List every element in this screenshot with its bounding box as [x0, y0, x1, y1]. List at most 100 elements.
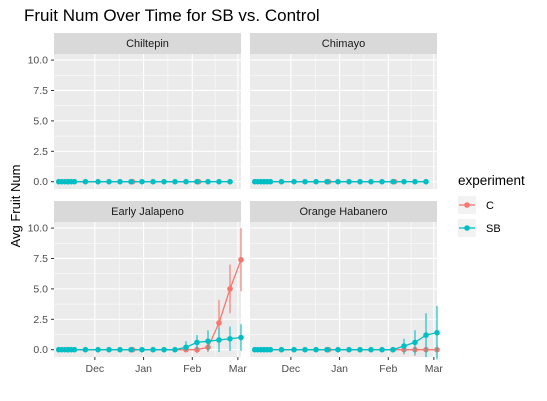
data-point — [368, 178, 374, 185]
data-point — [106, 346, 112, 353]
chart-title: Fruit Num Over Time for SB vs. Control — [24, 6, 320, 25]
data-point — [194, 178, 200, 185]
data-point — [357, 346, 363, 353]
y-tick-label: 10.0 — [28, 55, 49, 67]
data-point — [291, 178, 297, 185]
legend: experiment C SB — [458, 173, 525, 237]
panels: Chiltepin 0.0 2.5 5.0 7.5 10.0 Chimayo Early Ja… — [28, 33, 443, 375]
y-tick-label: 0.0 — [33, 176, 48, 188]
data-point — [346, 346, 352, 353]
data-point — [390, 178, 396, 185]
data-point — [117, 178, 123, 185]
y-tick-label: 7.5 — [33, 253, 48, 265]
strip-chiltepin — [54, 33, 241, 54]
data-point — [216, 178, 222, 185]
data-point — [139, 346, 145, 353]
series-sb — [251, 305, 440, 360]
data-point — [238, 334, 244, 341]
data-point — [278, 346, 285, 353]
x-tick-label: Dec — [86, 363, 105, 375]
data-point — [313, 346, 319, 353]
data-point — [183, 178, 189, 185]
data-point — [313, 178, 319, 185]
legend-item-sb: SB — [458, 219, 501, 237]
x-tick-label: Jan — [135, 363, 152, 375]
y-tick-label: 2.5 — [33, 146, 48, 158]
data-point — [82, 178, 89, 185]
data-point — [335, 178, 341, 185]
data-point — [71, 346, 78, 353]
y-tick-label: 5.0 — [33, 283, 48, 295]
strip-orange-habanero — [250, 201, 437, 222]
data-point — [128, 346, 134, 353]
series-sb — [251, 178, 429, 185]
legend-key-point — [464, 202, 470, 208]
data-point — [379, 346, 385, 353]
data-point — [161, 178, 167, 185]
series-sb — [55, 324, 244, 353]
strip-label: Early Jalapeno — [111, 206, 184, 218]
x-tick-label: Feb — [379, 363, 397, 375]
data-point — [117, 346, 123, 353]
data-point — [423, 332, 429, 338]
y-tick-label: 10.0 — [28, 223, 49, 235]
x-tick-label: Feb — [183, 363, 201, 375]
data-point — [216, 320, 222, 326]
data-point — [227, 178, 233, 185]
legend-label: SB — [486, 223, 501, 235]
data-point — [412, 339, 418, 346]
y-tick-label: 5.0 — [33, 115, 48, 127]
data-point — [216, 337, 222, 343]
data-point — [401, 178, 407, 185]
legend-item-c: C — [458, 196, 494, 214]
data-point — [267, 178, 274, 185]
legend-key-point — [464, 225, 470, 231]
data-point — [291, 346, 297, 353]
y-axis-title: Avg Fruit Num — [8, 165, 23, 248]
data-point — [335, 346, 341, 353]
data-point — [324, 178, 330, 185]
data-point — [205, 338, 211, 344]
panel-background — [54, 54, 241, 189]
x-tick-label: Dec — [282, 363, 301, 375]
data-point — [128, 178, 134, 185]
data-point — [379, 178, 385, 185]
data-point — [302, 178, 308, 185]
panel-background — [250, 54, 437, 189]
y-tick-label: 0.0 — [33, 344, 48, 356]
y-tick-label: 7.5 — [33, 85, 48, 97]
data-point — [346, 178, 352, 185]
x-tick-label: Mar — [425, 363, 444, 375]
data-point — [95, 178, 101, 185]
data-point — [205, 178, 211, 185]
data-point — [227, 286, 233, 292]
data-point — [82, 346, 89, 353]
strip-chimayo — [250, 33, 437, 54]
data-point — [172, 178, 178, 185]
data-point — [324, 346, 330, 353]
data-point — [423, 178, 429, 185]
panel-orange-habanero: Orange Habanero Dec Jan Feb Mar — [250, 201, 443, 375]
strip-label: Chimayo — [322, 38, 365, 50]
data-point — [302, 346, 308, 353]
data-point — [278, 178, 285, 185]
data-point — [434, 329, 440, 336]
data-point — [150, 346, 156, 353]
x-tick-label: Mar — [229, 363, 248, 375]
data-point — [412, 178, 418, 185]
strip-label: Chiltepin — [126, 38, 169, 50]
y-tick-label: 2.5 — [33, 314, 48, 326]
data-point — [368, 346, 374, 353]
data-point — [401, 343, 407, 349]
data-point — [194, 339, 200, 346]
data-point — [95, 346, 101, 353]
legend-title: experiment — [458, 173, 525, 188]
panel-chimayo: Chimayo — [250, 33, 437, 189]
data-point — [267, 346, 274, 353]
panel-early-jalapeno: Early Jalapeno 0.0 2.5 5.0 7.5 10.0 Dec Jan Feb M… — [28, 201, 248, 375]
panel-background — [250, 222, 437, 357]
data-point — [357, 178, 363, 185]
data-point — [183, 344, 189, 351]
data-point — [238, 256, 244, 263]
